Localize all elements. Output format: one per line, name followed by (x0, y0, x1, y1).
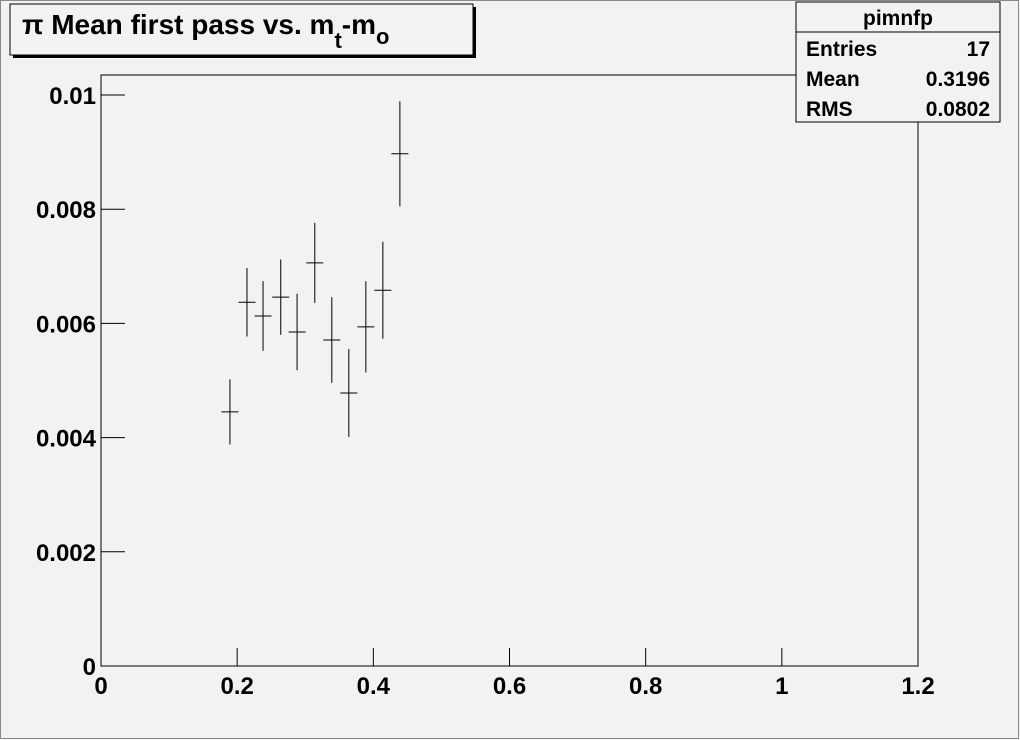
x-tick-label: 0.6 (493, 673, 526, 700)
y-tick-label: 0.01 (49, 83, 96, 110)
y-tick-label: 0.004 (36, 426, 97, 453)
x-tick-label: 1.2 (901, 673, 934, 700)
stats-label: RMS (806, 98, 853, 121)
stats-value: 0.3196 (926, 68, 990, 91)
x-tick-label: 0 (94, 673, 107, 700)
x-tick-label: 1 (775, 673, 788, 700)
plot-frame (100, 74, 919, 667)
y-tick-label: 0.006 (36, 311, 96, 338)
title-box (9, 3, 474, 56)
stats-title: pimnfp (863, 7, 933, 30)
y-tick-label: 0.002 (36, 540, 96, 567)
x-tick-label: 0.4 (357, 673, 391, 700)
stats-value: 0.0802 (926, 98, 990, 121)
x-tick-label: 0.8 (629, 673, 662, 700)
stats-label: Mean (806, 68, 860, 91)
stats-label: Entries (806, 38, 877, 61)
chart-title: π Mean first pass vs. mt-mo (22, 9, 389, 53)
x-tick-label: 0.2 (220, 673, 253, 700)
y-tick-label: 0 (83, 654, 96, 681)
stats-box (795, 1, 1001, 123)
y-tick-label: 0.008 (36, 197, 96, 224)
stats-value: 17 (967, 38, 990, 61)
